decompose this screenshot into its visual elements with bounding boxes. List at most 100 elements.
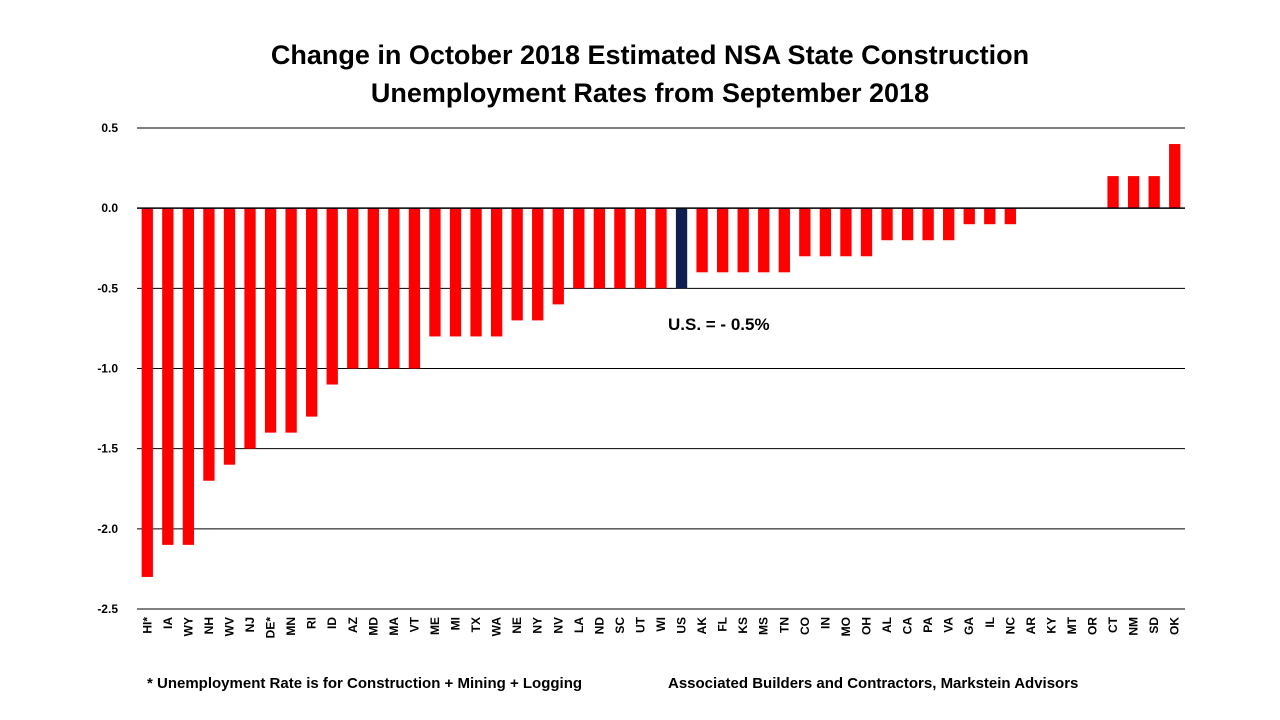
x-category-label: OK xyxy=(1168,617,1182,635)
x-category-label: VA xyxy=(942,617,956,633)
bar-mn xyxy=(285,208,297,433)
bar-co xyxy=(799,208,811,257)
bar-fl xyxy=(716,208,729,273)
bar-nd xyxy=(593,208,606,289)
x-category-label: NE xyxy=(510,617,524,634)
bar-tn xyxy=(778,208,790,273)
y-tick-label: 0.0 xyxy=(101,201,118,215)
x-category-label: MT xyxy=(1065,616,1079,634)
y-tick-label: -2.0 xyxy=(97,522,118,536)
bar-me xyxy=(429,208,441,337)
footnote-left: * Unemployment Rate is for Construction … xyxy=(147,675,583,692)
bar-az xyxy=(347,208,359,369)
bar-al xyxy=(881,208,893,241)
x-category-label: CT xyxy=(1106,616,1120,633)
x-axis-categories: HI* IA WY NH WV NJ DE* MN RI ID AZ MD MA VT ME MI TX WA NE… xyxy=(140,616,1181,638)
x-category-label: KS xyxy=(736,617,750,634)
x-category-label: FL xyxy=(716,617,730,632)
x-category-label: NH xyxy=(202,617,216,634)
bar-sd xyxy=(1148,176,1160,209)
bar-ut xyxy=(634,208,647,289)
us-annotation: U.S. = - 0.5% xyxy=(668,315,770,334)
chart-title: Change in October 2018 Estimated NSA Sta… xyxy=(0,36,1280,112)
bar-wv xyxy=(223,208,236,465)
bar-nv xyxy=(552,208,564,305)
bar-ia xyxy=(162,208,174,545)
bar-tx xyxy=(470,208,482,337)
x-category-label: MN xyxy=(284,617,298,636)
bar-sc xyxy=(614,208,626,289)
x-category-label: KY xyxy=(1044,617,1058,634)
bar-de xyxy=(264,208,277,433)
bar-ga xyxy=(963,208,975,225)
bar-mo xyxy=(840,208,852,257)
bar-ne xyxy=(511,208,523,321)
bar-nm xyxy=(1127,176,1140,209)
x-category-label: AR xyxy=(1024,617,1038,635)
x-category-label: MA xyxy=(387,617,401,636)
x-category-label: UT xyxy=(633,616,647,633)
x-category-label: HI* xyxy=(140,617,154,634)
y-tick-label: -1.5 xyxy=(97,442,118,456)
y-tick-label: -2.5 xyxy=(97,602,118,616)
x-category-label: AL xyxy=(880,617,894,633)
bar-il xyxy=(984,208,996,225)
x-category-label: OH xyxy=(859,617,873,635)
x-category-label: OR xyxy=(1086,617,1100,635)
bar-oh xyxy=(860,208,873,257)
bar-ak xyxy=(696,208,708,273)
footnote-right: Associated Builders and Contractors, Mar… xyxy=(668,675,1079,692)
gridlines xyxy=(137,127,1185,610)
bar-nj xyxy=(244,208,256,449)
x-category-label: WV xyxy=(222,617,236,636)
x-category-label: ID xyxy=(325,617,339,629)
x-category-label: ND xyxy=(592,617,606,635)
x-category-label: MI xyxy=(449,617,463,630)
x-category-label: NM xyxy=(1127,617,1141,636)
x-category-label: WI xyxy=(654,617,668,632)
bar-us xyxy=(675,208,688,289)
x-category-label: LA xyxy=(572,617,586,633)
bar-ca xyxy=(901,208,914,241)
bar-ma xyxy=(388,208,400,369)
x-category-label: CO xyxy=(798,617,812,635)
chart-title-line-2: Unemployment Rates from September 2018 xyxy=(370,78,930,108)
x-category-label: TX xyxy=(469,617,483,632)
x-category-label: NJ xyxy=(243,617,257,632)
bar-wy xyxy=(182,208,195,545)
y-axis-ticks: 0.5 0.0 -0.5 -1.0 -1.5 -2.0 -2.5 xyxy=(97,121,118,616)
x-category-label: TN xyxy=(777,617,791,633)
x-category-label: CA xyxy=(901,617,915,635)
y-tick-label: 0.5 xyxy=(101,121,118,135)
bar-ri xyxy=(306,208,318,417)
x-category-label: IA xyxy=(161,617,175,629)
bar-ok xyxy=(1169,144,1181,209)
bar-wi xyxy=(655,208,667,289)
bar-va xyxy=(943,208,955,241)
y-tick-label: -1.0 xyxy=(97,362,118,376)
chart-title-line-1: Change in October 2018 Estimated NSA Sta… xyxy=(270,40,1030,70)
x-category-label: AZ xyxy=(346,617,360,633)
x-category-label: MD xyxy=(366,617,380,636)
bar-la xyxy=(573,208,585,289)
bar-nc xyxy=(1004,208,1016,225)
x-category-label: SD xyxy=(1147,617,1161,634)
x-category-label: DE* xyxy=(264,617,278,639)
bars xyxy=(141,144,1181,577)
x-category-label: AK xyxy=(695,617,709,635)
x-category-label: MO xyxy=(839,617,853,636)
x-category-label: US xyxy=(675,617,689,634)
x-category-label: IL xyxy=(983,617,997,628)
x-category-label: NY xyxy=(531,617,545,634)
x-category-label: PA xyxy=(921,617,935,633)
bar-hi xyxy=(141,208,153,577)
bar-ct xyxy=(1107,176,1119,209)
bar-id xyxy=(326,208,338,385)
bar-md xyxy=(367,208,379,369)
x-category-label: WA xyxy=(490,617,504,637)
y-tick-label: -0.5 xyxy=(97,281,118,295)
x-category-label: SC xyxy=(613,617,627,634)
x-category-label: RI xyxy=(305,617,319,629)
bar-nh xyxy=(203,208,215,481)
